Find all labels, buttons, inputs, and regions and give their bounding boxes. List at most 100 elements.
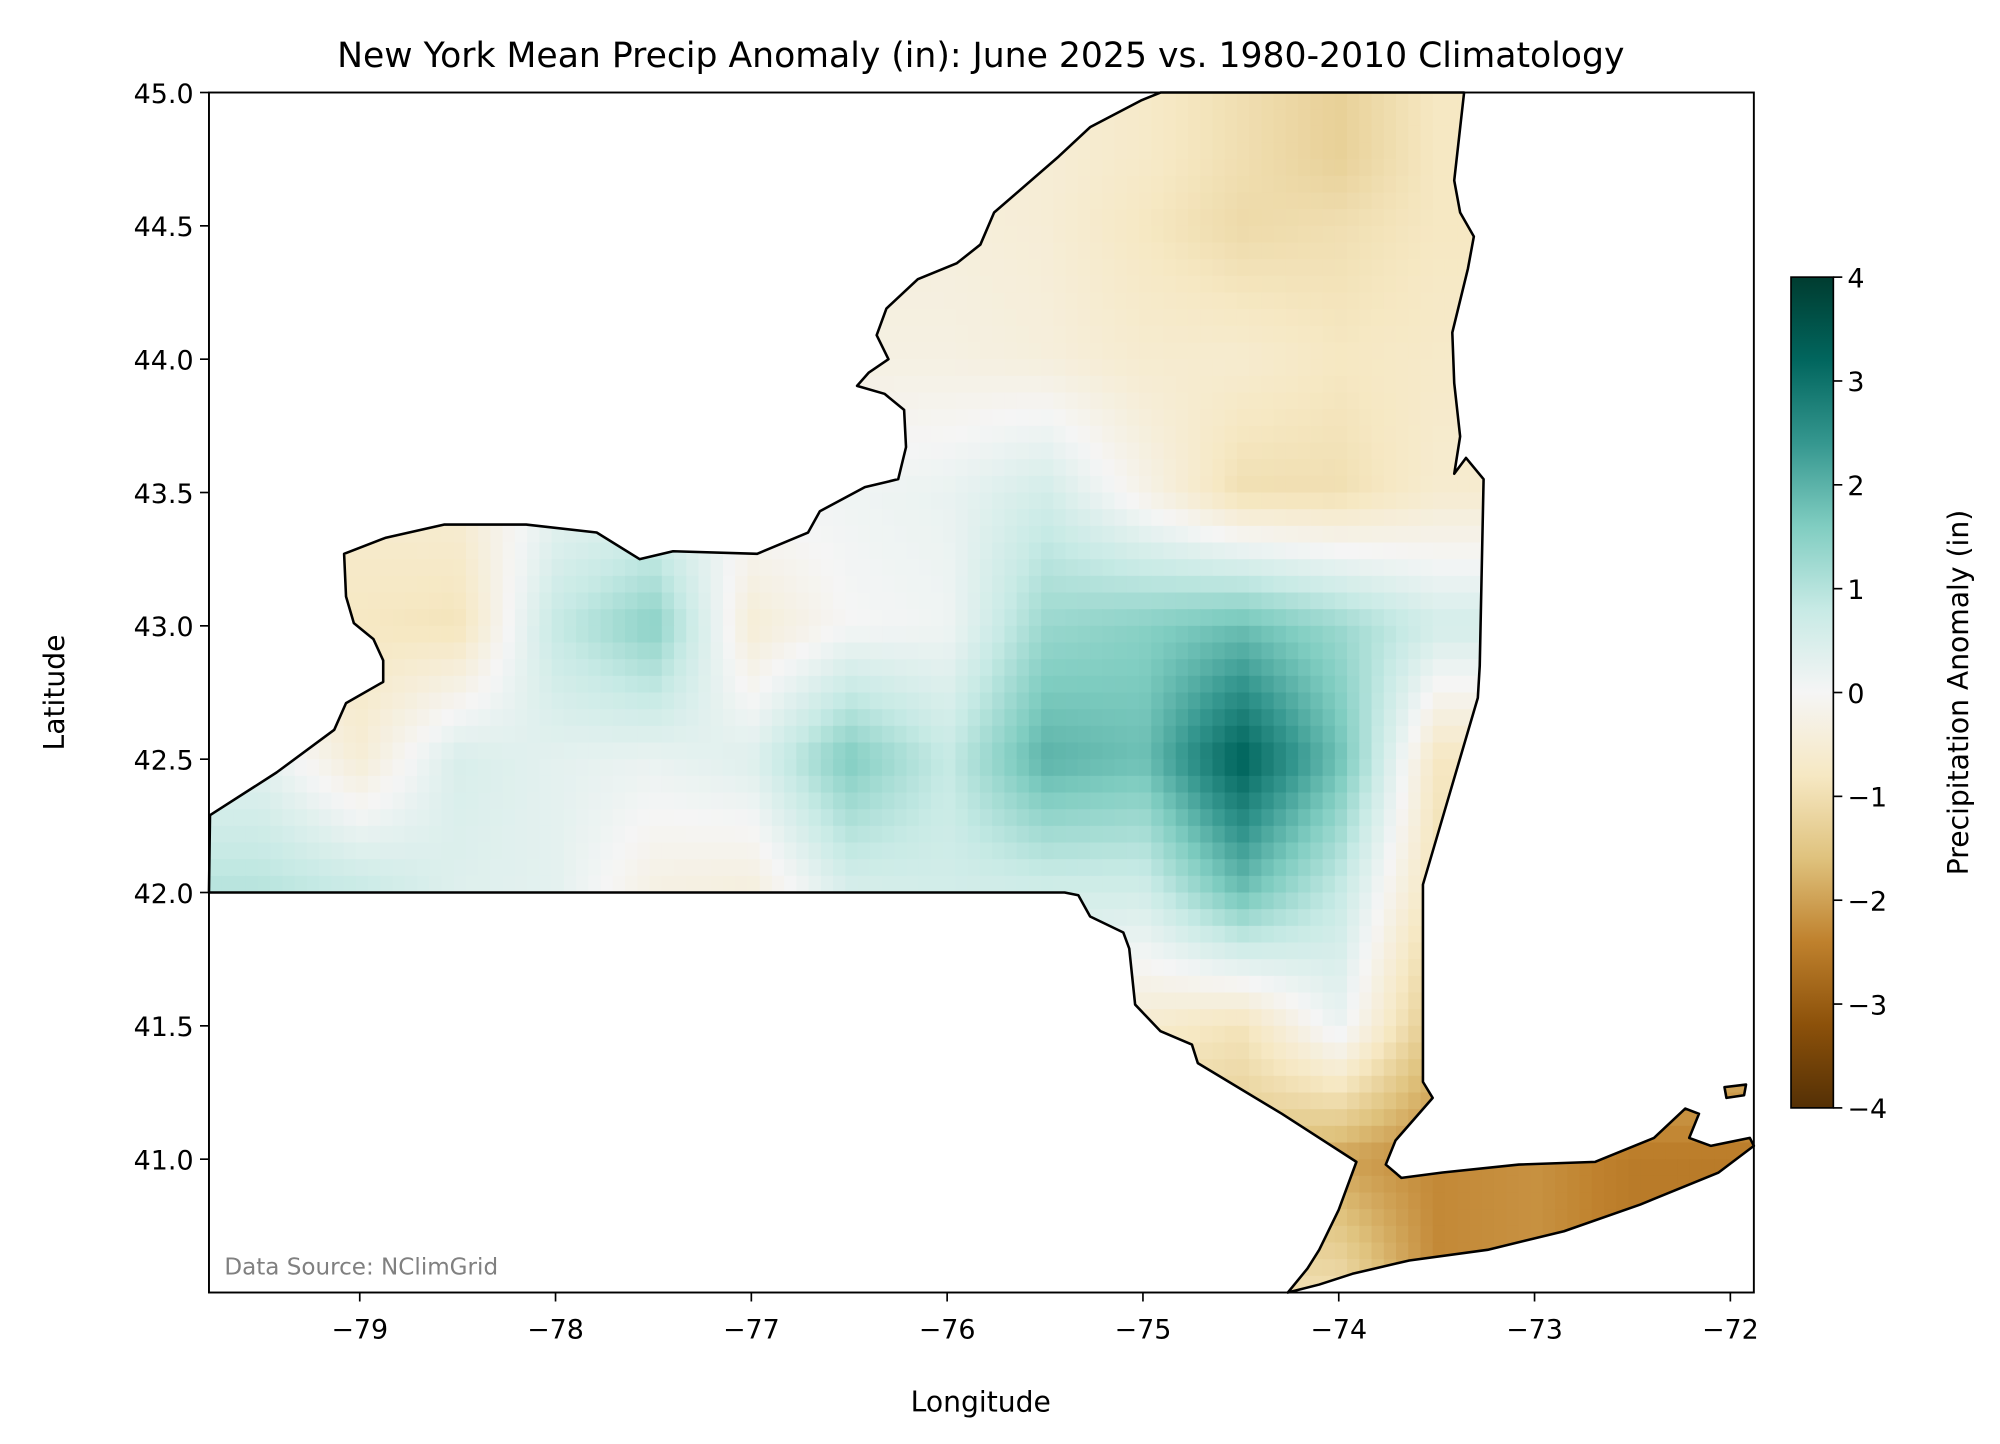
heatmap-cell [319,92,333,110]
heatmap-cell [1408,275,1422,294]
heatmap-cell [1004,159,1018,177]
heatmap-cell [1028,709,1042,727]
heatmap-cell [1163,459,1177,477]
heatmap-cell [270,275,284,294]
heatmap-cell [833,259,847,277]
heatmap-cell [930,475,944,494]
heatmap-cell [1677,209,1691,227]
heatmap-cell [1591,559,1605,577]
heatmap-cell [1701,442,1715,460]
heatmap-cell [600,675,614,694]
heatmap-cell [1567,442,1581,460]
heatmap-cell [845,259,859,277]
heatmap-cell [1457,675,1471,694]
heatmap-cell [490,559,504,577]
heatmap-cell [1347,275,1361,294]
heatmap-cell [1396,575,1410,594]
heatmap-cell [1126,509,1140,527]
heatmap-cell [1090,442,1104,460]
heatmap-cell [1604,442,1618,460]
heatmap-cell [686,409,700,427]
heatmap-cell [306,92,320,110]
heatmap-cell [1298,442,1312,460]
heatmap-cell [1530,542,1544,560]
heatmap-cell [1628,509,1642,527]
heatmap-cell [1469,292,1483,310]
heatmap-cell [282,459,296,477]
heatmap-cell [1628,409,1642,427]
heatmap-cell [808,359,822,377]
heatmap-cell [955,509,969,527]
heatmap-cell [1285,725,1299,744]
heatmap-cell [1432,375,1446,394]
heatmap-cell [453,242,467,260]
heatmap-cell [1714,192,1728,210]
heatmap-cell [1714,442,1728,460]
heatmap-cell [1077,142,1091,160]
heatmap-cell [784,125,798,144]
heatmap-cell [1249,392,1263,410]
heatmap-cell [1701,142,1715,160]
heatmap-cell [1163,659,1177,677]
heatmap-cell [771,675,785,694]
heatmap-cell [319,709,333,727]
heatmap-cell [404,742,418,760]
heatmap-cell [710,159,724,177]
heatmap-cell [1591,392,1605,410]
heatmap-cell [441,142,455,160]
heatmap-cell [1139,392,1153,410]
heatmap-cell [661,142,675,160]
heatmap-cell [1677,292,1691,310]
heatmap-cell [1151,225,1165,244]
heatmap-cell [637,142,651,160]
heatmap-cell [845,392,859,410]
heatmap-cell [1285,542,1299,560]
heatmap-cell [894,125,908,144]
heatmap-cell [1285,142,1299,160]
heatmap-cell [1077,275,1091,294]
heatmap-cell [1726,409,1740,427]
heatmap-cell [1604,709,1618,727]
heatmap-cell [1041,575,1055,594]
heatmap-cell [1151,309,1165,327]
heatmap-cell [992,542,1006,560]
heatmap-cell [392,409,406,427]
heatmap-cell [1726,342,1740,360]
heatmap-cell [257,475,271,494]
heatmap-cell [1359,459,1373,477]
heatmap-cell [527,359,541,377]
heatmap-cell [869,725,883,744]
heatmap-cell [563,309,577,327]
heatmap-cell [1090,175,1104,194]
heatmap-cell [710,609,724,627]
heatmap-cell [1383,175,1397,194]
heatmap-cell [771,709,785,727]
heatmap-cell [1677,642,1691,660]
heatmap-cell [1408,375,1422,394]
heatmap-cell [294,125,308,144]
heatmap-cell [759,475,773,494]
heatmap-cell [1604,559,1618,577]
heatmap-cell [1261,692,1275,710]
heatmap-cell [1604,392,1618,410]
heatmap-cell [1224,475,1238,494]
heatmap-cell [563,692,577,710]
heatmap-cell [392,442,406,460]
heatmap-cell [453,675,467,694]
heatmap-cell [894,525,908,544]
heatmap-cell [1567,242,1581,260]
heatmap-cell [514,709,528,727]
heatmap-cell [1322,525,1336,544]
heatmap-cell [306,609,320,627]
heatmap-cell [551,525,565,544]
heatmap-cell [1640,625,1654,644]
heatmap-cell [1542,109,1556,127]
heatmap-cell [1077,692,1091,710]
heatmap-cell [1481,209,1495,227]
heatmap-cell [1126,459,1140,477]
heatmap-cell [943,575,957,594]
heatmap-cell [796,225,810,244]
heatmap-cell [270,609,284,627]
heatmap-cell [1677,109,1691,127]
heatmap-cell [1469,109,1483,127]
